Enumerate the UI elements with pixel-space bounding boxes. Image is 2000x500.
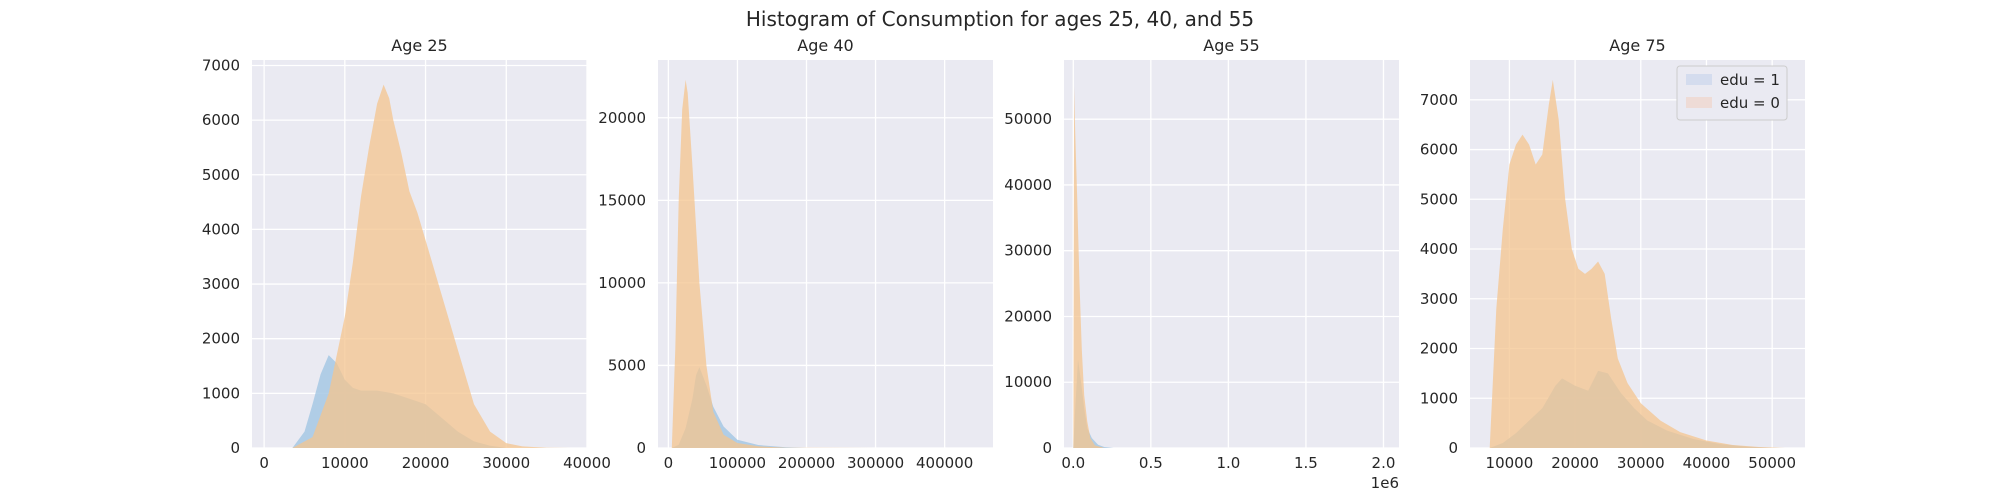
x-tick-label: 30000 xyxy=(482,454,530,472)
x-tick-label: 100000 xyxy=(709,454,766,472)
x-tick-label: 40000 xyxy=(1683,454,1731,472)
histogram-edu0 xyxy=(671,79,876,449)
x-tick-label: 10000 xyxy=(321,454,369,472)
legend: edu = 1 edu = 0 xyxy=(1676,65,1788,121)
y-tick-label: 15000 xyxy=(598,191,646,209)
y-tick-label: 10000 xyxy=(1004,373,1052,391)
y-tick-label: 20000 xyxy=(1004,307,1052,325)
y-tick-label: 0 xyxy=(1042,439,1052,457)
y-tick-label: 3000 xyxy=(202,275,240,293)
y-tick-label: 2000 xyxy=(1420,340,1458,358)
legend-swatch-edu0 xyxy=(1686,97,1712,108)
panel-age-40: 0 100000 200000 300000 400000 0 5000 10000 15000… xyxy=(598,36,993,472)
panel-title: Age 75 xyxy=(1609,36,1665,55)
histogram-edu0 xyxy=(1489,79,1786,449)
y-tick-label: 5000 xyxy=(1420,190,1458,208)
x-tick-label: 0 xyxy=(664,454,674,472)
panel-age-55: 0.0 0.5 1.0 1.5 2.0 0 10000 20000 30000 40000 5000… xyxy=(1004,36,1399,492)
x-tick-label: 1.0 xyxy=(1216,454,1240,472)
x-tick-label: 200000 xyxy=(778,454,835,472)
x-tick-label: 20000 xyxy=(1551,454,1599,472)
panel-title: Age 25 xyxy=(391,36,447,55)
y-tick-label: 0 xyxy=(230,439,240,457)
y-tick-label: 6000 xyxy=(1420,141,1458,159)
y-tick-label: 6000 xyxy=(202,111,240,129)
legend-label-edu1: edu = 1 xyxy=(1720,71,1780,89)
panel-age-25: 0 10000 20000 30000 40000 0 1000 2000 3000 4000 50… xyxy=(202,36,611,472)
plot-area xyxy=(1064,60,1399,448)
histogram-edu0 xyxy=(1073,86,1105,449)
y-tick-label: 20000 xyxy=(598,109,646,127)
figure-suptitle: Histogram of Consumption for ages 25, 40… xyxy=(746,7,1254,31)
x-tick-label: 0.5 xyxy=(1139,454,1163,472)
x-tick-label: 20000 xyxy=(402,454,450,472)
y-tick-label: 4000 xyxy=(1420,240,1458,258)
y-tick-label: 5000 xyxy=(608,356,646,374)
panel-title: Age 55 xyxy=(1203,36,1259,55)
y-tick-label: 0 xyxy=(1448,439,1458,457)
y-tick-label: 30000 xyxy=(1004,242,1052,260)
y-tick-label: 1000 xyxy=(1420,389,1458,407)
y-tick-label: 10000 xyxy=(598,274,646,292)
panel-title: Age 40 xyxy=(797,36,853,55)
panel-age-75: 10000 20000 30000 40000 50000 0 1000 2000 3000 40… xyxy=(1420,36,1805,472)
x-tick-label: 10000 xyxy=(1486,454,1534,472)
y-tick-label: 2000 xyxy=(202,330,240,348)
x-tick-label: 300000 xyxy=(847,454,904,472)
y-tick-label: 5000 xyxy=(202,166,240,184)
legend-swatch-edu1 xyxy=(1686,74,1712,85)
x-tick-label: 50000 xyxy=(1748,454,1796,472)
y-tick-label: 4000 xyxy=(202,220,240,238)
y-tick-label: 40000 xyxy=(1004,176,1052,194)
x-offset-label: 1e6 xyxy=(1371,474,1399,492)
x-tick-label: 2.0 xyxy=(1372,454,1396,472)
x-tick-label: 40000 xyxy=(563,454,611,472)
x-tick-label: 0 xyxy=(259,454,269,472)
y-tick-label: 3000 xyxy=(1420,290,1458,308)
histogram-edu0 xyxy=(292,84,571,448)
y-tick-label: 7000 xyxy=(1420,91,1458,109)
panels-container: 0 10000 20000 30000 400000100020003000400050… xyxy=(202,36,1805,492)
plot-area xyxy=(658,60,993,448)
y-tick-label: 7000 xyxy=(202,56,240,74)
y-tick-label: 0 xyxy=(636,439,646,457)
x-tick-label: 400000 xyxy=(916,454,973,472)
y-tick-label: 1000 xyxy=(202,384,240,402)
y-tick-label: 50000 xyxy=(1004,110,1052,128)
legend-label-edu0: edu = 0 xyxy=(1720,94,1780,112)
x-tick-label: 30000 xyxy=(1617,454,1665,472)
x-tick-label: 0.0 xyxy=(1061,454,1085,472)
x-tick-label: 1.5 xyxy=(1294,454,1318,472)
